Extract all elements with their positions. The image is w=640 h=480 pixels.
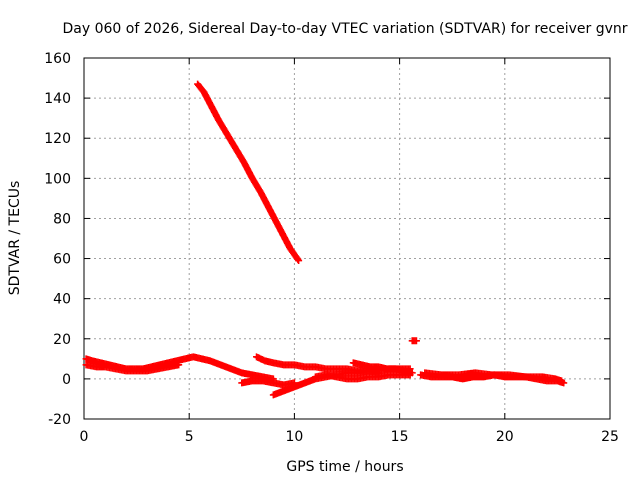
data-point: [558, 377, 566, 385]
x-tick-label: 20: [496, 429, 514, 445]
chart-title: Day 060 of 2026, Sidereal Day-to-day VTE…: [62, 21, 627, 37]
series-0: [194, 80, 303, 265]
x-tick-label: 5: [185, 429, 194, 445]
series-8: [408, 337, 420, 345]
y-tick-label: 60: [53, 252, 71, 268]
x-tick-label: 10: [285, 429, 303, 445]
y-tick-label: -20: [48, 412, 71, 428]
x-tick-label: 0: [80, 429, 89, 445]
y-tick-label: 0: [62, 372, 71, 388]
x-axis: 0 5 10 15 20 25: [80, 58, 619, 445]
series-2: [82, 361, 183, 375]
data-series: [82, 80, 568, 399]
y-tick-label: 80: [53, 211, 71, 227]
y-tick-label: 120: [44, 131, 71, 147]
y-axis-label: SDTVAR / TECUs: [7, 181, 23, 296]
y-axis: -20 0 20 40 60 80 100 120 140 160: [44, 51, 610, 428]
series-10: [421, 369, 566, 385]
x-tick-label: 25: [601, 429, 619, 445]
series-7: [311, 371, 414, 383]
x-axis-label: GPS time / hours: [286, 459, 403, 475]
y-tick-label: 40: [53, 292, 71, 308]
data-point: [294, 255, 302, 263]
plot-frame: [83, 57, 611, 420]
y-tick-label: 160: [44, 51, 71, 67]
data-point: [406, 371, 414, 379]
data-point: [295, 257, 303, 265]
x-tick-label: 15: [391, 429, 409, 445]
data-point: [412, 337, 420, 345]
y-tick-label: 20: [53, 332, 71, 348]
y-tick-label: 100: [44, 171, 71, 187]
y-tick-label: 140: [44, 91, 71, 107]
data-point: [175, 361, 183, 369]
